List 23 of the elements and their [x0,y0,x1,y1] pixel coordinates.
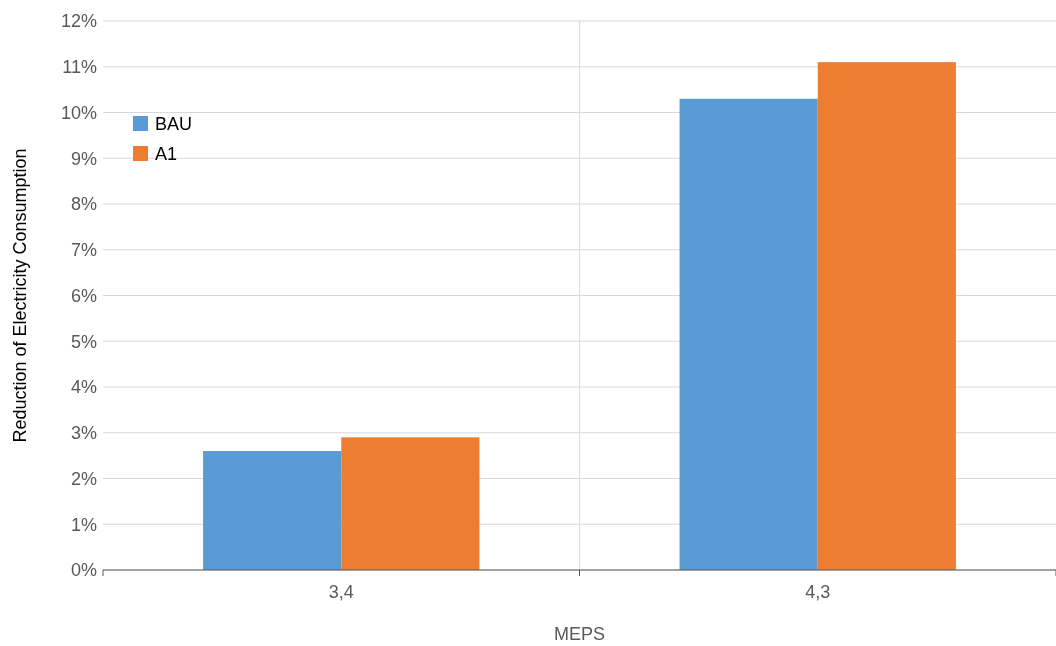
y-tick-label: 1% [70,514,97,535]
y-tick-label: 9% [70,148,97,169]
x-tick-label: 4,3 [805,582,831,602]
legend-label: A1 [155,144,178,165]
x-tick-label: 3,4 [328,582,354,602]
x-axis-title: MEPS [553,624,606,644]
bar [817,62,956,570]
bar [679,98,818,570]
y-tick-label: 2% [70,468,97,489]
bar [341,437,480,570]
y-tick-label: 3% [70,423,97,444]
y-tick-label: 8% [70,194,97,215]
y-tick-label: 7% [70,240,97,261]
y-axis-title: Reduction of Electricity Consumption [10,148,30,443]
y-tick-label: 0% [70,560,97,581]
y-tick-label: 11% [62,57,97,78]
y-tick-label: 10% [60,102,97,123]
y-tick-label: 5% [70,331,97,352]
y-tick-label: 12% [60,11,97,32]
bar [203,451,342,570]
y-tick-label: 4% [70,377,97,398]
legend-label: BAU [155,114,193,135]
y-tick-label: 6% [70,285,97,306]
